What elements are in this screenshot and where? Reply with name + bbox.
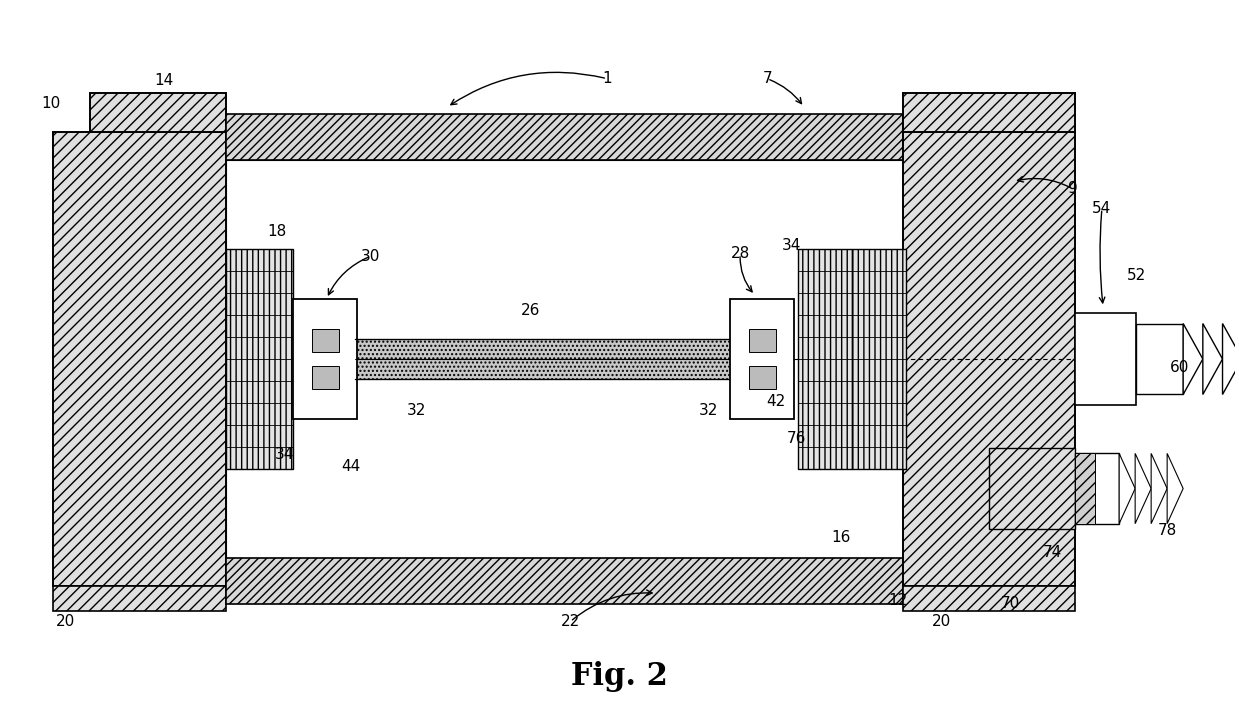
Bar: [748, 366, 776, 389]
Bar: [354, 339, 792, 359]
Polygon shape: [1167, 453, 1183, 523]
Bar: [730, 299, 794, 419]
Bar: [225, 249, 294, 469]
Polygon shape: [1223, 324, 1239, 394]
Bar: [354, 359, 792, 379]
Text: Fig. 2: Fig. 2: [571, 661, 668, 692]
Text: 32: 32: [699, 403, 717, 418]
Bar: [1136, 324, 1183, 394]
Text: 26: 26: [522, 303, 540, 318]
Text: 14: 14: [155, 73, 173, 88]
Text: 22: 22: [561, 614, 580, 629]
Text: 34: 34: [275, 447, 295, 462]
Bar: [312, 329, 339, 352]
Text: 20: 20: [932, 614, 952, 629]
Text: 10: 10: [41, 96, 61, 111]
Polygon shape: [1151, 453, 1167, 523]
Text: 42: 42: [766, 394, 786, 409]
Bar: [90, 93, 225, 132]
Bar: [225, 558, 902, 604]
Text: 44: 44: [342, 460, 361, 475]
Polygon shape: [1119, 453, 1135, 523]
Bar: [748, 329, 776, 352]
Bar: [294, 299, 357, 419]
Text: 54: 54: [1093, 201, 1111, 216]
Text: 16: 16: [831, 531, 851, 546]
Bar: [902, 586, 1075, 611]
Text: 60: 60: [1170, 360, 1189, 375]
Bar: [989, 448, 1075, 529]
Text: 30: 30: [362, 248, 380, 264]
Text: 78: 78: [1157, 523, 1177, 538]
Text: 9: 9: [1068, 181, 1077, 196]
Bar: [1075, 453, 1119, 523]
Bar: [1075, 313, 1136, 405]
Text: 70: 70: [1001, 597, 1021, 611]
Text: 74: 74: [1043, 544, 1062, 559]
Text: 20: 20: [56, 614, 76, 629]
Text: 28: 28: [731, 246, 750, 261]
Bar: [902, 132, 1075, 586]
Bar: [312, 366, 339, 389]
Text: 12: 12: [888, 593, 907, 607]
Text: 32: 32: [406, 403, 426, 418]
Bar: [225, 114, 902, 160]
Text: 18: 18: [268, 224, 287, 239]
Text: 34: 34: [782, 238, 802, 253]
Polygon shape: [1135, 453, 1151, 523]
Bar: [798, 249, 852, 469]
Polygon shape: [1183, 324, 1203, 394]
Bar: [53, 586, 225, 611]
Bar: [53, 132, 225, 586]
Text: 52: 52: [1126, 268, 1146, 283]
Text: 1: 1: [602, 71, 612, 86]
Text: 7: 7: [762, 71, 772, 86]
Bar: [902, 93, 1075, 132]
Bar: [1075, 453, 1095, 523]
Text: 76: 76: [787, 431, 807, 446]
Bar: [852, 249, 906, 469]
Polygon shape: [1203, 324, 1223, 394]
Bar: [225, 160, 902, 558]
